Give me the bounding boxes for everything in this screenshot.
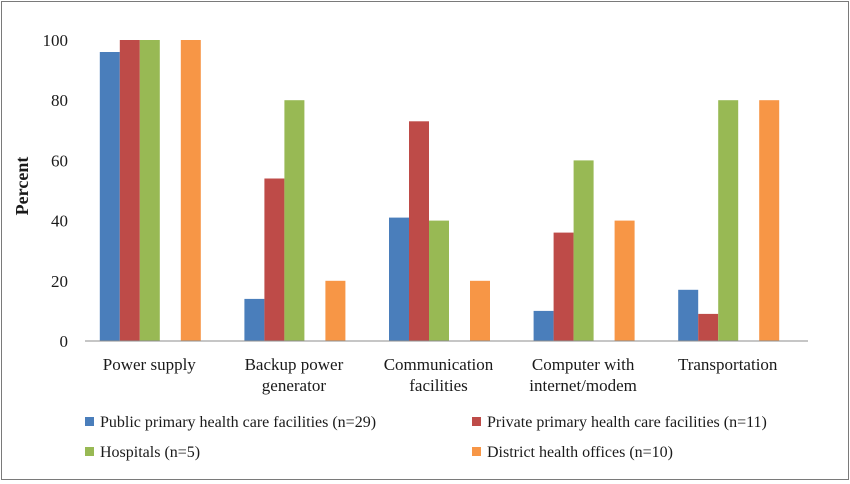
category-label: generator — [262, 376, 327, 395]
legend-label: Hospitals (n=5) — [100, 444, 200, 461]
bar — [264, 178, 285, 341]
bar — [533, 310, 554, 341]
category-label: Backup power — [245, 355, 344, 374]
y-tick-label: 100 — [43, 31, 69, 50]
category-label: internet/modem — [529, 376, 637, 395]
y-ticks: 0 20 40 60 80 100 — [43, 31, 69, 351]
legend-label: Public primary health care facilities (n… — [100, 414, 376, 431]
legend-swatch — [85, 417, 94, 426]
category-labels: Power supply Backup power generator Communi… — [103, 355, 778, 395]
y-tick-label: 20 — [51, 272, 68, 291]
bars — [99, 40, 780, 341]
category-label: facilities — [409, 376, 468, 395]
bar — [614, 220, 635, 341]
y-tick-label: 80 — [51, 91, 68, 110]
category-label: Transportation — [678, 355, 778, 374]
bar — [678, 289, 699, 341]
category-label: Computer with — [532, 355, 635, 374]
bar — [573, 160, 594, 341]
legend-swatch — [472, 447, 481, 456]
y-tick-label: 60 — [51, 151, 68, 170]
bar — [759, 100, 780, 341]
bar — [409, 121, 429, 341]
bar — [139, 40, 160, 341]
legend-label: District health offices (n=10) — [487, 444, 673, 461]
bar — [284, 100, 305, 341]
bar — [99, 52, 120, 341]
category-label: Power supply — [103, 355, 197, 374]
bar — [389, 217, 409, 341]
bar — [180, 40, 201, 341]
y-axis-label: Percent — [12, 157, 32, 216]
legend-label: Private primary health care facilities (… — [487, 414, 767, 431]
y-tick-label: 40 — [51, 212, 68, 231]
bar — [325, 280, 346, 341]
legend-swatch — [85, 447, 94, 456]
bar — [718, 100, 739, 341]
bar — [119, 40, 140, 341]
legend-swatch — [472, 417, 481, 426]
bar — [470, 280, 490, 341]
bar — [429, 220, 449, 341]
y-tick-label: 0 — [60, 332, 69, 351]
bar — [698, 313, 719, 341]
bar — [553, 232, 574, 341]
category-label: Communication — [384, 355, 494, 374]
legend: Public primary health care facilities (n… — [85, 414, 767, 461]
bar — [244, 298, 265, 341]
